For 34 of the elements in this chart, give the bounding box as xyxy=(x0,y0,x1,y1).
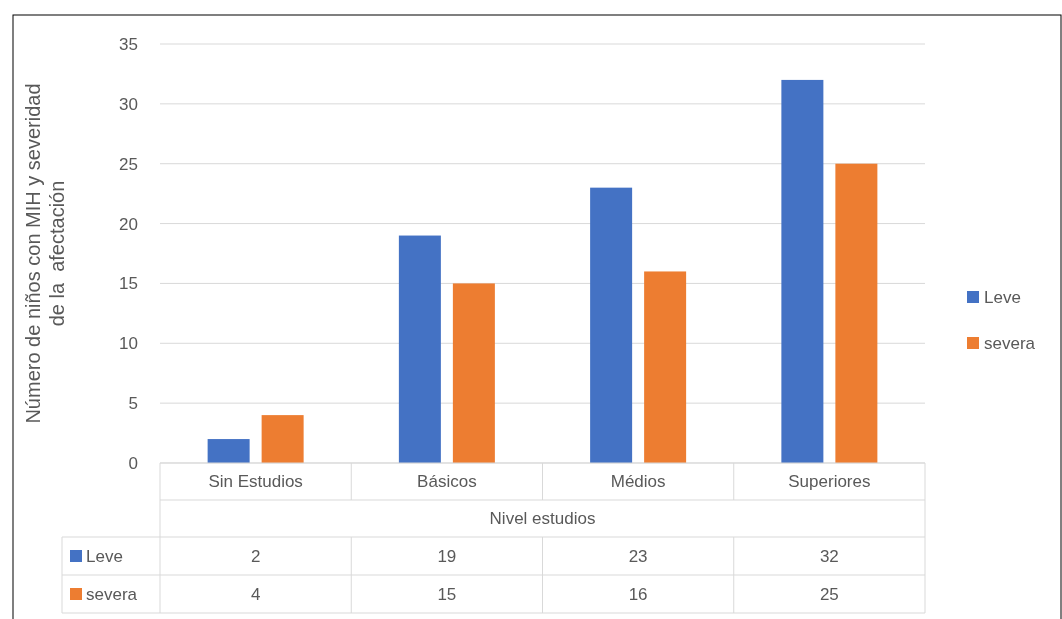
data-label: 2 xyxy=(250,546,261,566)
text: severa xyxy=(86,584,138,604)
y-axis-title: Número de niños con MIH y severidad de la afectación xyxy=(22,83,68,424)
bar xyxy=(207,439,250,463)
y-tick-label: 35 xyxy=(119,34,138,54)
bar xyxy=(452,283,495,463)
y-tick-label: 30 xyxy=(119,94,138,114)
x-tick-label: Básicos xyxy=(417,472,477,492)
legend-label: severa xyxy=(984,333,1036,353)
y-tick-label: 5 xyxy=(128,394,138,414)
bar xyxy=(590,187,633,463)
legend-label: Leve xyxy=(86,546,123,566)
data-label: 15 xyxy=(437,584,457,604)
y-tick-label: 10 xyxy=(119,334,138,354)
bar xyxy=(398,235,441,463)
data-label: 19 xyxy=(437,546,457,566)
y-tick-label: 25 xyxy=(119,154,138,174)
data-label: 16 xyxy=(628,584,648,604)
bar xyxy=(261,415,304,463)
data-label: 32 xyxy=(819,546,839,566)
x-tick-label: Sin Estudios xyxy=(208,472,303,492)
x-tick-label: Médios xyxy=(610,472,666,492)
y-tick-label: 15 xyxy=(119,274,138,294)
data-label: 4 xyxy=(250,584,261,604)
x-tick-label: Superiores xyxy=(788,472,871,492)
bar xyxy=(835,163,878,463)
bar xyxy=(781,79,824,463)
y-tick-label: 20 xyxy=(119,214,138,234)
data-label: 23 xyxy=(628,546,648,566)
x-axis-title: Nivel estudios xyxy=(489,509,596,529)
y-tick-label: 0 xyxy=(128,453,138,473)
bar xyxy=(644,271,687,463)
text: Leve xyxy=(984,287,1021,307)
data-label: 25 xyxy=(819,584,839,604)
